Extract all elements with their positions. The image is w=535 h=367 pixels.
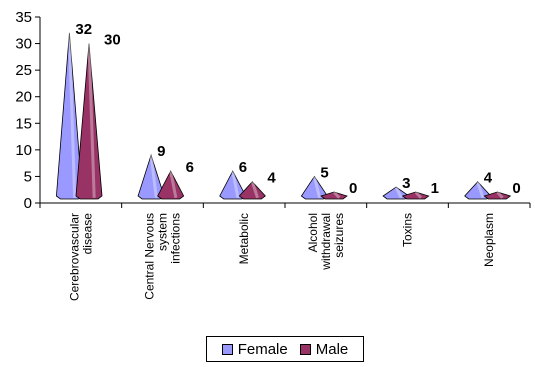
y-tick-label: 25: [15, 62, 32, 79]
cone-male: [483, 191, 512, 200]
y-tick-label: 5: [24, 168, 32, 185]
data-label-male: 1: [431, 180, 439, 197]
x-category-label: disease: [80, 213, 94, 255]
cone-female: [300, 175, 328, 200]
x-category-label: seizures: [332, 213, 346, 258]
cone-highlight: [67, 32, 77, 198]
y-tick-label: 20: [15, 89, 32, 106]
x-category-label: Metabolic: [237, 213, 251, 264]
cone-highlight: [87, 43, 96, 198]
data-label-female: 32: [75, 21, 92, 38]
data-label-male: 6: [186, 159, 194, 176]
cone-male: [75, 43, 103, 200]
x-category-label: infections: [169, 213, 183, 264]
x-category-label: withdrawal: [319, 213, 333, 271]
cone-highlight: [169, 170, 178, 199]
cone-highlight: [250, 181, 259, 199]
data-label-male: 0: [512, 180, 520, 197]
data-label-female: 9: [157, 143, 165, 160]
legend-item-female: Female: [221, 340, 288, 358]
data-label-male: 30: [104, 32, 121, 49]
x-category-label: Central Nervous: [143, 213, 157, 300]
legend-swatch-male: [299, 343, 311, 355]
legend-item-male: Male: [299, 340, 349, 358]
cone-male: [238, 181, 266, 200]
legend-swatch-female: [221, 343, 233, 355]
data-label-female: 5: [320, 164, 328, 181]
legend: Female Male: [206, 336, 364, 362]
cone-male: [401, 191, 430, 200]
cone-highlight: [312, 176, 322, 199]
cone-highlight: [414, 190, 422, 199]
data-label-female: 6: [239, 159, 247, 176]
cone-male: [157, 170, 185, 200]
legend-label-male: Male: [315, 340, 349, 358]
y-tick-label: 10: [15, 142, 32, 159]
legend-label-female: Female: [237, 340, 288, 358]
y-tick-label: 30: [15, 36, 32, 53]
x-category-label: Alcohol: [306, 213, 320, 252]
x-category-label: Neoplasm: [482, 213, 496, 267]
data-label-female: 4: [484, 170, 493, 187]
cone-highlight: [476, 181, 485, 199]
x-category-label: Toxins: [401, 213, 415, 247]
cone-highlight: [332, 190, 341, 199]
x-category-label: Cerebrovascular: [67, 213, 81, 301]
cone-female: [464, 181, 492, 200]
data-label-male: 4: [267, 170, 276, 187]
cone-highlight: [149, 154, 158, 198]
y-tick-label: 0: [24, 195, 32, 212]
x-category-label: system: [156, 213, 170, 251]
marks-layer: [55, 32, 512, 200]
data-label-male: 0: [349, 180, 357, 197]
cone-highlight: [496, 190, 504, 199]
cone-highlight: [394, 186, 403, 199]
y-tick-label: 35: [15, 9, 32, 26]
labels-layer: Cerebrovascular disease Central Nervous sys…: [67, 21, 520, 301]
cone-male: [320, 191, 348, 200]
y-tick-label: 15: [15, 115, 32, 132]
cone-highlight: [231, 170, 240, 199]
data-label-female: 3: [402, 175, 410, 192]
